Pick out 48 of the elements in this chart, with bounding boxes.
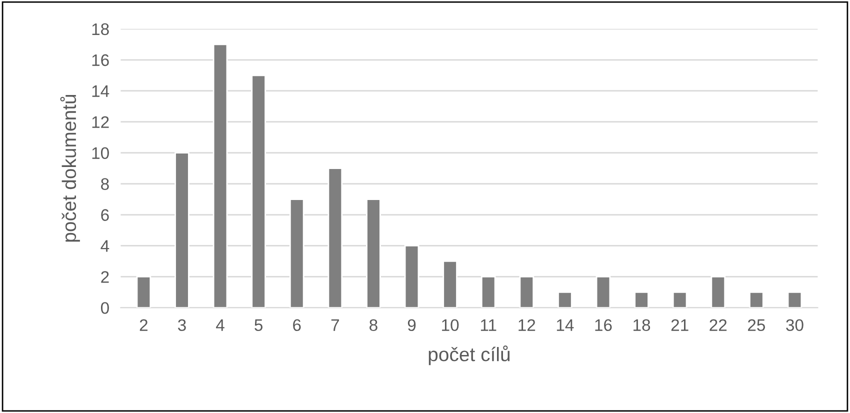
bar — [749, 292, 764, 308]
x-tick-label: 12 — [518, 319, 536, 331]
x-tick-label: 14 — [556, 319, 574, 331]
bar — [596, 276, 611, 308]
bar — [787, 292, 802, 308]
bar — [480, 276, 496, 308]
x-tick-label: 22 — [710, 319, 727, 331]
x-tick-label: 30 — [786, 319, 804, 332]
x-tick-label: 2 — [140, 319, 148, 331]
y-tick-label: 18 — [92, 23, 109, 36]
y-tick-label: 0 — [100, 302, 109, 314]
x-tick-label: 5 — [254, 319, 263, 332]
x-tick-label: 9 — [408, 319, 416, 332]
x-tick-label: 18 — [634, 319, 650, 332]
x-tick-label: 25 — [748, 319, 765, 332]
bar — [174, 152, 190, 308]
y-tick-label: 6 — [101, 209, 109, 221]
y-tick-label: 14 — [92, 85, 110, 97]
bar — [289, 198, 304, 308]
y-tick-label: 8 — [101, 178, 109, 190]
bar — [442, 260, 458, 308]
bar — [634, 292, 649, 308]
x-tick-label: 6 — [293, 319, 301, 332]
bar — [251, 74, 266, 308]
bar — [519, 276, 534, 308]
y-tick-label: 4 — [100, 240, 110, 252]
x-tick-label: 4 — [216, 319, 224, 331]
x-tick-label: 16 — [595, 319, 612, 332]
bar — [672, 292, 688, 308]
y-axis-title: počet dokumentů — [60, 94, 80, 242]
x-axis-title: počet cílů — [428, 345, 510, 366]
y-tick-label: 2 — [101, 271, 109, 283]
bar — [212, 44, 228, 308]
bar — [366, 198, 381, 308]
x-tick-label: 8 — [370, 319, 378, 332]
x-tick-label: 10 — [442, 319, 459, 332]
bar — [136, 276, 152, 308]
y-tick-label: 16 — [92, 54, 109, 66]
y-tick-label: 10 — [92, 147, 109, 160]
x-tick-label: 7 — [331, 319, 339, 331]
bar — [558, 292, 572, 308]
y-tick-label: 12 — [92, 116, 109, 128]
x-tick-label: 3 — [178, 319, 186, 332]
x-tick-label: 21 — [671, 319, 688, 331]
x-tick-label: 11 — [480, 319, 496, 331]
bar — [710, 276, 726, 308]
bar — [404, 245, 420, 308]
bar — [328, 168, 343, 308]
